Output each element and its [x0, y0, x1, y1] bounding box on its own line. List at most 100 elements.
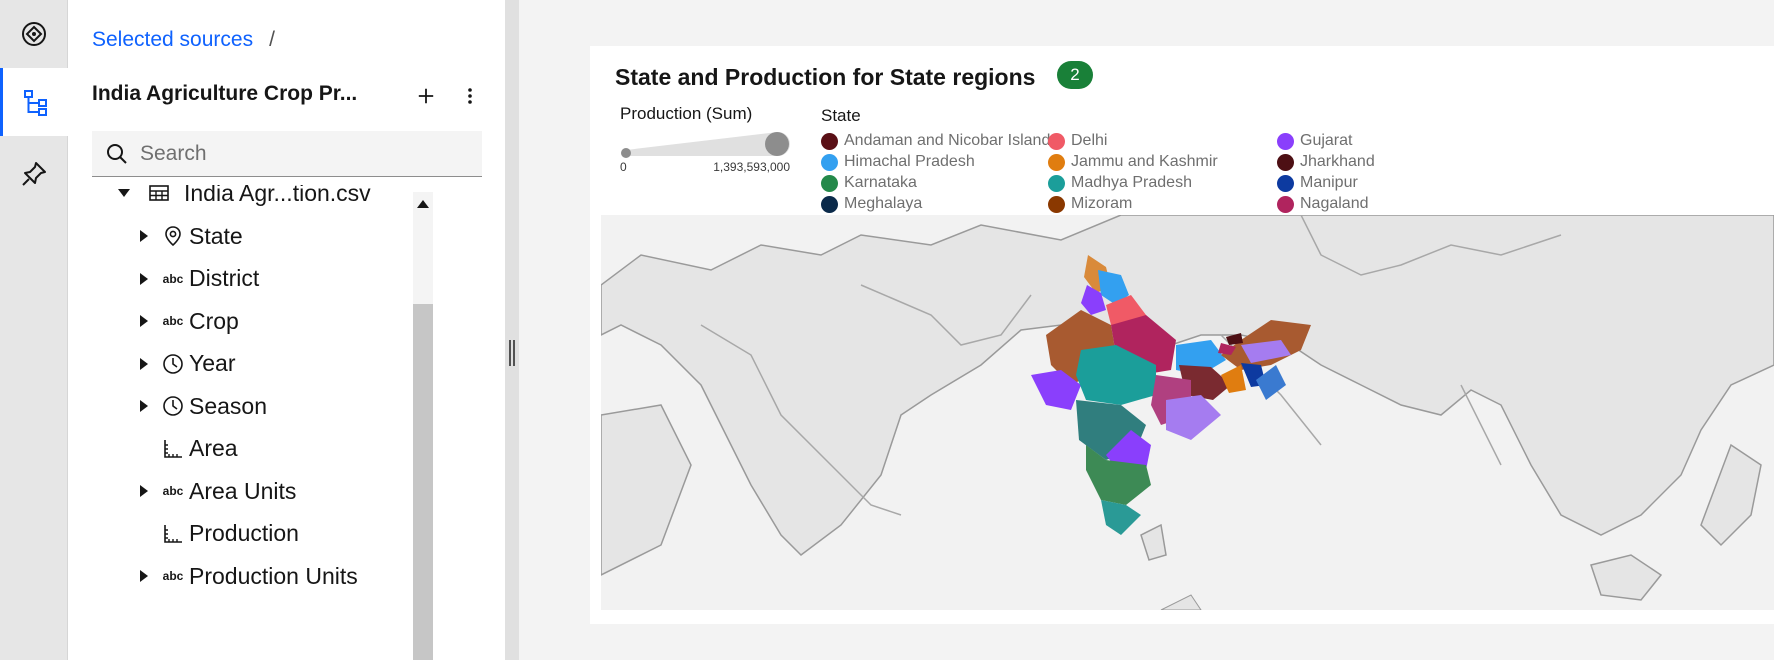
size-legend-min: 0 — [620, 160, 627, 174]
panel-divider[interactable] — [505, 0, 519, 660]
tree-row-field[interactable]: Production — [68, 512, 468, 556]
choropleth-map[interactable] — [601, 215, 1774, 610]
expand-caret-icon[interactable] — [140, 485, 148, 497]
collapse-caret-icon[interactable] — [118, 189, 130, 197]
home-icon-button[interactable] — [0, 0, 68, 68]
scroll-thumb[interactable] — [413, 304, 433, 660]
breadcrumb-link-selected-sources[interactable]: Selected sources — [92, 28, 254, 51]
tree-field-label: Production — [189, 520, 299, 546]
search-input[interactable] — [140, 141, 460, 166]
color-legend: State Andaman and Nicobar Islands Delhi Gu… — [821, 106, 1521, 216]
field-tree: India Agr...tion.csv State abc District abc… — [68, 185, 468, 660]
pin-icon — [22, 162, 46, 186]
legend-label: Himachal Pradesh — [844, 153, 975, 170]
legend-swatch-icon — [821, 174, 838, 192]
text-type-icon: abc — [162, 569, 184, 583]
legend-item[interactable]: Andaman and Nicobar Islands — [821, 130, 1058, 152]
tree-row-field[interactable]: State — [68, 214, 468, 258]
legend-item[interactable]: Meghalaya — [821, 193, 922, 215]
tree-scrollbar[interactable] — [413, 192, 433, 660]
visualization-badge[interactable]: 2 — [1057, 61, 1093, 89]
tree-row-field[interactable]: abc District — [68, 257, 468, 301]
tree-row-field[interactable]: abc Production Units — [68, 554, 468, 598]
map-graphic — [601, 215, 1774, 610]
legend-swatch-icon — [1048, 195, 1065, 213]
source-title[interactable]: India Agriculture Crop Pr... — [92, 82, 358, 105]
legend-label: Manipur — [1300, 174, 1358, 191]
tree-row-field[interactable]: abc Area Units — [68, 469, 468, 513]
expand-caret-icon[interactable] — [140, 570, 148, 582]
legend-swatch-icon — [1048, 132, 1065, 150]
resize-handle-icon[interactable] — [509, 340, 515, 366]
tree-file-label: India Agr...tion.csv — [184, 185, 371, 206]
tree-field-label: State — [189, 222, 243, 249]
color-legend-title: State — [821, 106, 861, 125]
scroll-up-icon[interactable] — [417, 200, 429, 208]
tree-field-label: Year — [189, 350, 236, 376]
pin-icon-button[interactable] — [0, 140, 68, 208]
legend-label: Nagaland — [1300, 195, 1369, 212]
expand-caret-icon[interactable] — [140, 272, 148, 285]
size-legend: Production (Sum) 0 1,393,593,000 — [620, 104, 790, 174]
tree-field-label: Season — [189, 392, 268, 419]
data-sources-panel: Selected sources / India Agriculture Crop… — [68, 0, 505, 660]
tree-row-file[interactable]: India Agr...tion.csv — [68, 185, 468, 215]
search-icon — [107, 143, 127, 164]
visualization-card[interactable]: State and Production for State regions 2… — [590, 46, 1774, 624]
legend-label: Delhi — [1071, 132, 1108, 149]
clock-icon — [160, 393, 186, 419]
text-type-icon: abc — [162, 271, 184, 286]
text-type-icon: abc — [162, 484, 184, 498]
legend-item[interactable]: Madhya Pradesh — [1048, 172, 1192, 194]
legend-item[interactable]: Delhi — [1048, 130, 1107, 152]
legend-label: Meghalaya — [844, 195, 923, 212]
tree-field-label: District — [189, 265, 260, 291]
search-field[interactable] — [92, 131, 482, 177]
legend-swatch-icon — [1277, 132, 1294, 150]
data-tree-icon-button[interactable] — [0, 68, 68, 136]
add-source-button[interactable] — [408, 78, 444, 114]
legend-item[interactable]: Himachal Pradesh — [821, 151, 975, 173]
legend-swatch-icon — [1048, 174, 1065, 192]
overflow-menu-icon — [468, 88, 472, 104]
legend-label: Jammu and Kashmir — [1071, 153, 1218, 170]
size-legend-max: 1,393,593,000 — [713, 160, 790, 174]
location-icon — [160, 223, 186, 249]
legend-label: Mizoram — [1071, 195, 1133, 212]
legend-swatch-icon — [821, 132, 838, 150]
expand-caret-icon[interactable] — [140, 357, 148, 370]
plus-icon — [418, 88, 434, 104]
tree-row-field[interactable]: Year — [68, 342, 468, 386]
legend-swatch-icon — [821, 195, 838, 213]
expand-caret-icon[interactable] — [140, 400, 148, 412]
size-legend-title: Production (Sum) — [620, 104, 753, 123]
legend-item[interactable]: Jammu and Kashmir — [1048, 151, 1218, 173]
dashboard-canvas: State and Production for State regions 2… — [519, 0, 1774, 660]
overflow-menu-button[interactable] — [452, 78, 488, 114]
tree-row-field[interactable]: Area — [68, 427, 468, 471]
clock-icon — [160, 351, 186, 377]
size-legend-scale-icon — [621, 132, 790, 158]
legend-item[interactable]: Jharkhand — [1277, 151, 1375, 173]
legend-item[interactable]: Gujarat — [1277, 130, 1352, 152]
legend-item[interactable]: Manipur — [1277, 172, 1358, 194]
legend-item[interactable]: Karnataka — [821, 172, 917, 194]
breadcrumb: Selected sources / — [92, 28, 275, 52]
tree-row-field[interactable]: abc Crop — [68, 299, 468, 343]
legend-item[interactable]: Mizoram — [1048, 193, 1132, 215]
measure-icon — [160, 521, 186, 547]
legend-swatch-icon — [1277, 195, 1294, 213]
home-icon — [22, 22, 46, 46]
tree-row-field[interactable]: Season — [68, 384, 468, 428]
legend-label: Gujarat — [1300, 132, 1353, 149]
expand-caret-icon[interactable] — [140, 230, 148, 242]
expand-caret-icon[interactable] — [140, 315, 148, 327]
legend-label: Karnataka — [844, 174, 917, 191]
table-icon — [146, 185, 172, 206]
text-type-icon: abc — [162, 314, 184, 328]
legend-item[interactable]: Nagaland — [1277, 193, 1369, 215]
breadcrumb-separator: / — [269, 28, 275, 51]
legend-swatch-icon — [821, 153, 838, 171]
measure-icon — [160, 436, 186, 462]
tree-field-label: Crop — [189, 307, 239, 334]
